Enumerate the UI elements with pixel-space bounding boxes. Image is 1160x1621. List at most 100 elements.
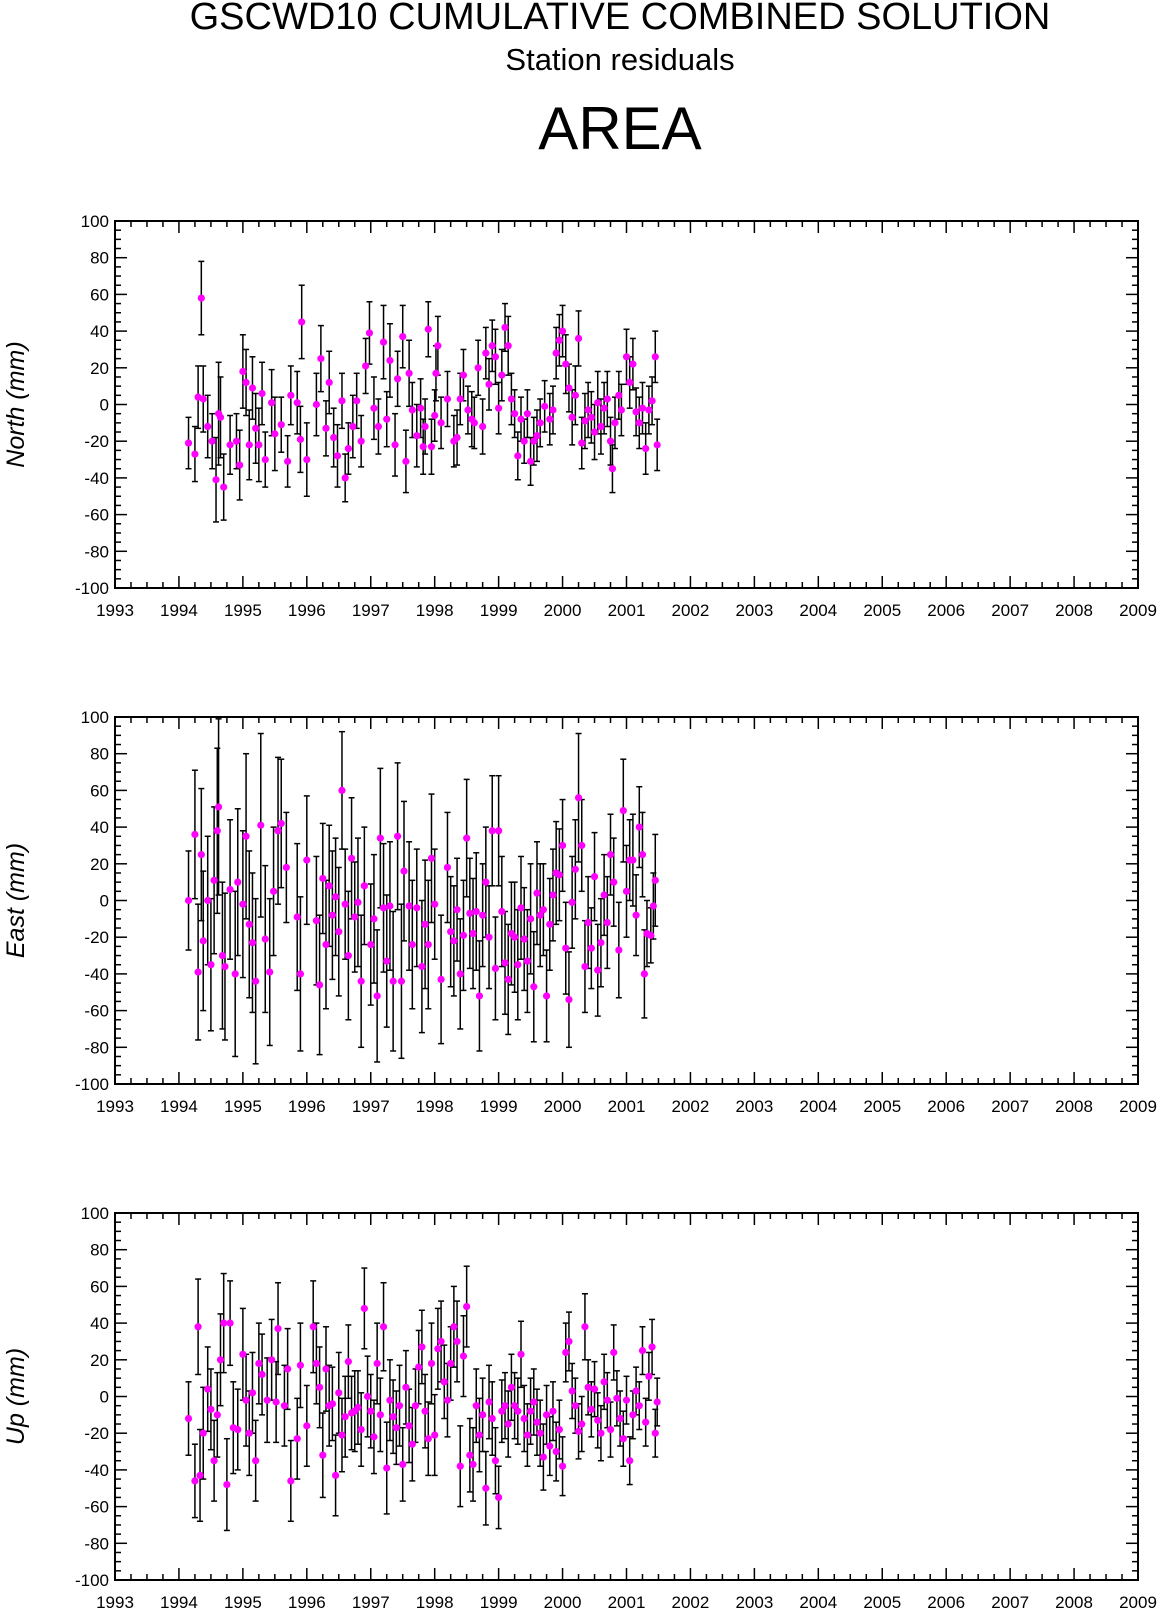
up-data-point bbox=[511, 1402, 519, 1410]
east-data-point bbox=[191, 830, 199, 839]
east-data-point bbox=[431, 900, 439, 908]
east-data-point bbox=[282, 863, 290, 872]
north-data-point bbox=[284, 457, 292, 465]
east-data-point bbox=[351, 913, 359, 921]
east-data-point bbox=[495, 827, 503, 835]
up-data-point bbox=[632, 1387, 640, 1395]
east-data-point bbox=[600, 891, 608, 899]
north-data-point bbox=[645, 406, 653, 414]
north-y-tick-label: -20 bbox=[84, 432, 109, 451]
north-x-tick-label: 2006 bbox=[927, 601, 965, 620]
north-data-point bbox=[413, 432, 421, 440]
north-data-point bbox=[370, 404, 378, 412]
east-data-point bbox=[610, 878, 618, 886]
up-data-point bbox=[245, 1429, 253, 1437]
up-data-point bbox=[653, 1398, 661, 1406]
north-data-point bbox=[558, 327, 567, 335]
north-data-point bbox=[498, 371, 506, 379]
north-data-point bbox=[226, 441, 234, 449]
up-data-point bbox=[344, 1358, 352, 1366]
up-data-point bbox=[408, 1440, 416, 1448]
east-data-point bbox=[427, 854, 436, 862]
north-data-point bbox=[362, 362, 370, 370]
north-data-point bbox=[600, 404, 608, 412]
east-data-point bbox=[266, 968, 274, 976]
up-data-point bbox=[450, 1323, 458, 1331]
east-data-point bbox=[257, 821, 265, 829]
up-data-point bbox=[268, 1356, 276, 1364]
up-data-point bbox=[504, 1420, 512, 1428]
up-data-point bbox=[415, 1363, 423, 1371]
up-data-point bbox=[619, 1435, 627, 1443]
east-x-tick-label: 2007 bbox=[991, 1097, 1029, 1116]
east-data-point bbox=[526, 915, 535, 923]
north-data-point bbox=[581, 417, 589, 425]
north-data-point bbox=[464, 406, 472, 414]
north-data-point bbox=[184, 439, 193, 447]
east-x-tick-label: 1999 bbox=[480, 1097, 518, 1116]
north-data-point bbox=[584, 406, 592, 414]
east-data-point bbox=[587, 944, 595, 952]
up-data-point bbox=[370, 1433, 378, 1441]
east-data-point bbox=[221, 962, 229, 971]
north-data-point bbox=[571, 391, 579, 399]
east-data-point bbox=[504, 975, 512, 984]
up-data-point bbox=[411, 1402, 420, 1410]
up-data-point bbox=[341, 1413, 349, 1421]
north-data-point bbox=[239, 367, 247, 376]
east-y-tick-label: 100 bbox=[81, 708, 109, 727]
east-data-point bbox=[325, 882, 333, 890]
east-data-point bbox=[594, 966, 602, 974]
up-x-tick-label: 1995 bbox=[224, 1593, 262, 1612]
north-data-point bbox=[482, 349, 490, 357]
up-data-point bbox=[495, 1493, 503, 1502]
east-data-point bbox=[562, 944, 570, 952]
up-x-tick-label: 1996 bbox=[288, 1593, 326, 1612]
north-data-point bbox=[549, 406, 557, 414]
north-data-point bbox=[394, 375, 402, 383]
east-data-point bbox=[482, 878, 490, 886]
north-plot-frame bbox=[114, 220, 1139, 589]
up-data-point bbox=[293, 1435, 301, 1443]
north-data-point bbox=[632, 408, 640, 416]
east-y-tick-label: 40 bbox=[90, 818, 109, 837]
east-x-tick-label: 2003 bbox=[735, 1097, 773, 1116]
up-data-point bbox=[427, 1359, 436, 1368]
north-data-point bbox=[338, 397, 346, 405]
east-data-point bbox=[615, 946, 623, 954]
up-data-point bbox=[431, 1431, 439, 1439]
up-data-point bbox=[574, 1427, 583, 1435]
north-data-point bbox=[232, 437, 241, 445]
north-data-point bbox=[399, 333, 407, 341]
north-data-point bbox=[562, 360, 570, 368]
north-data-point bbox=[530, 437, 538, 445]
up-x-tick-label: 1999 bbox=[480, 1593, 518, 1612]
east-data-point bbox=[603, 918, 611, 927]
east-data-point bbox=[574, 794, 583, 802]
up-data-point bbox=[399, 1460, 407, 1468]
up-data-point bbox=[194, 1323, 202, 1331]
up-data-point bbox=[303, 1422, 311, 1430]
east-data-point bbox=[328, 911, 336, 919]
up-x-tick-label: 2001 bbox=[608, 1593, 646, 1612]
east-x-tick-label: 2005 bbox=[863, 1097, 901, 1116]
up-data-point bbox=[418, 1343, 426, 1351]
east-data-point bbox=[322, 940, 330, 949]
up-data-point bbox=[523, 1431, 531, 1439]
up-data-point bbox=[274, 1325, 282, 1333]
east-data-point bbox=[296, 970, 305, 978]
east-data-point bbox=[204, 896, 212, 905]
east-data-point bbox=[303, 856, 311, 864]
north-data-point bbox=[330, 433, 338, 442]
up-data-point bbox=[603, 1396, 611, 1404]
north-data-point bbox=[199, 395, 207, 403]
up-data-point bbox=[472, 1402, 480, 1410]
east-y-tick-label: -60 bbox=[84, 1002, 109, 1021]
east-data-point bbox=[418, 962, 426, 971]
east-data-point bbox=[447, 928, 455, 936]
north-data-point bbox=[245, 441, 253, 449]
up-x-tick-label: 2005 bbox=[863, 1593, 901, 1612]
north-y-tick-label: 20 bbox=[90, 359, 109, 378]
up-data-point bbox=[501, 1402, 509, 1410]
up-data-point bbox=[447, 1359, 455, 1368]
